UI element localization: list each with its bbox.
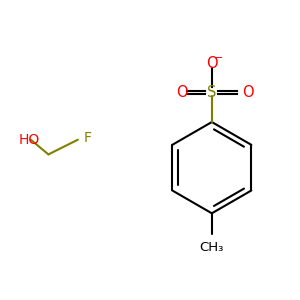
- Text: S: S: [207, 85, 217, 100]
- Text: O: O: [176, 85, 188, 100]
- Text: HO: HO: [19, 133, 40, 147]
- Text: O: O: [242, 85, 254, 100]
- Text: −: −: [214, 53, 223, 63]
- Text: CH₃: CH₃: [200, 241, 224, 254]
- Text: O: O: [206, 56, 218, 70]
- Text: F: F: [84, 131, 92, 145]
